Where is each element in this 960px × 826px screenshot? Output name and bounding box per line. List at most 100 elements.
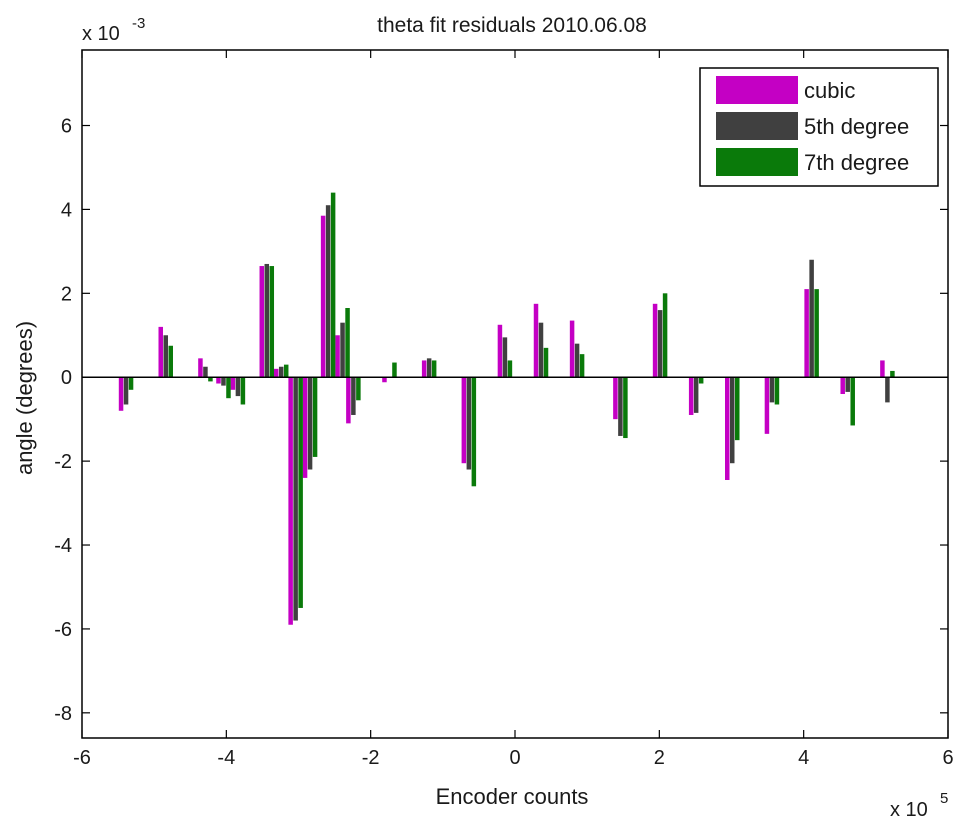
bar-7th-degree-17 (579, 354, 585, 378)
y-tick-label: -4 (54, 535, 72, 557)
x-ticks: -6 -4 -2 0 2 4 6 (73, 50, 954, 769)
bar-cubic-14 (461, 377, 467, 464)
bar-5th-degree-4 (235, 377, 241, 397)
bar-cubic-1 (158, 326, 163, 378)
y-tick-label: 2 (61, 283, 72, 305)
x-tick-label: 6 (942, 747, 953, 769)
bar-7th-degree-24 (850, 377, 855, 426)
y-tick-label: 6 (61, 116, 72, 138)
x-tick-label: 0 (509, 747, 520, 769)
bar-7th-degree-4 (240, 377, 246, 405)
bar-cubic-15 (497, 324, 503, 378)
bar-5th-degree-11 (351, 377, 356, 415)
bar-7th-degree-3 (226, 377, 231, 399)
x-tick-label: 4 (798, 747, 809, 769)
bar-5th-degree-19 (657, 310, 663, 378)
bar-cubic-4 (230, 377, 236, 390)
bar-7th-degree-6 (283, 364, 289, 378)
bar-5th-degree-10 (340, 322, 345, 378)
y-ticks: -8 -6 -4 -2 0 2 4 6 (54, 116, 948, 725)
bar-cubic-9 (320, 215, 326, 378)
bar-7th-degree-20 (698, 377, 704, 384)
bar-5th-degree-25 (885, 377, 890, 403)
bar-7th-degree-7 (298, 377, 303, 608)
y-tick-label: -6 (54, 619, 72, 641)
bar-7th-degree-2 (208, 377, 213, 382)
bar-5th-degree-0 (123, 377, 129, 405)
x-tick-label: 2 (654, 747, 665, 769)
bar-5th-degree-7 (293, 377, 298, 621)
bar-cubic-6 (273, 368, 279, 378)
bar-7th-degree-21 (735, 377, 740, 441)
bar-cubic-11 (346, 377, 351, 424)
bar-5th-degree-17 (574, 343, 580, 378)
bar-7th-degree-8 (312, 377, 318, 457)
bar-5th-degree-2 (203, 366, 208, 378)
bar-7th-degree-1 (168, 345, 173, 378)
bar-5th-degree-14 (466, 377, 472, 470)
bar-cubic-20 (688, 377, 694, 415)
bar-7th-degree-12 (392, 362, 397, 378)
y-tick-label: 4 (61, 199, 72, 221)
y-axis-label: angle (degrees) (12, 321, 37, 475)
x-tick-label: -2 (362, 747, 380, 769)
bar-cubic-24 (840, 377, 845, 394)
bar-cubic-8 (302, 377, 308, 478)
bar-cubic-7 (288, 377, 293, 625)
bar-cubic-3 (216, 377, 221, 384)
bar-5th-degree-6 (278, 366, 284, 378)
bar-5th-degree-9 (325, 205, 331, 378)
bar-7th-degree-0 (128, 377, 134, 390)
bar-5th-degree-23 (809, 259, 814, 378)
legend-label-cubic: cubic (804, 78, 855, 103)
legend-label-5th-degree: 5th degree (804, 114, 909, 139)
legend-swatch-cubic (716, 76, 798, 104)
bar-5th-degree-3 (221, 377, 226, 386)
bar-cubic-17 (569, 320, 575, 378)
bar-7th-degree-5 (269, 266, 275, 378)
bar-cubic-18 (613, 377, 618, 420)
bar-cubic-0 (118, 377, 124, 411)
bar-5th-degree-20 (693, 377, 699, 413)
bar-5th-degree-18 (618, 377, 623, 436)
bar-5th-degree-8 (307, 377, 313, 470)
bar-7th-degree-23 (814, 289, 819, 378)
y-tick-label: 0 (61, 367, 72, 389)
bar-5th-degree-1 (163, 335, 168, 378)
x-multiplier-exponent: 5 (940, 790, 948, 807)
x-axis-label: Encoder counts (436, 784, 589, 809)
bar-7th-degree-22 (774, 377, 780, 405)
bar-5th-degree-15 (502, 337, 508, 378)
bar-cubic-5 (259, 266, 265, 378)
y-multiplier: x 10 -3 (82, 15, 145, 45)
x-tick-label: -6 (73, 747, 91, 769)
bar-cubic-22 (764, 377, 770, 434)
bar-7th-degree-13 (431, 360, 437, 378)
bar-5th-degree-22 (769, 377, 775, 403)
bar-7th-degree-14 (471, 377, 477, 487)
x-multiplier: x 10 5 (890, 790, 948, 821)
bar-cubic-23 (804, 289, 809, 378)
bar-5th-degree-16 (538, 322, 544, 378)
y-tick-label: -8 (54, 703, 72, 725)
bar-7th-degree-9 (330, 192, 336, 378)
bar-cubic-21 (725, 377, 730, 480)
bar-5th-degree-21 (730, 377, 735, 464)
bar-cubic-13 (421, 360, 427, 378)
legend: cubic 5th degree 7th degree (699, 67, 939, 187)
bar-cubic-12 (382, 377, 387, 383)
bar-cubic-19 (652, 303, 658, 378)
bar-7th-degree-16 (543, 347, 549, 378)
bar-7th-degree-11 (356, 377, 361, 401)
bar-7th-degree-15 (507, 360, 513, 378)
bar-cubic-16 (533, 303, 539, 378)
legend-swatch-5th-degree (716, 112, 798, 140)
legend-swatch-7th-degree (716, 148, 798, 176)
bar-7th-degree-19 (662, 293, 668, 378)
bar-7th-degree-25 (890, 370, 895, 378)
legend-label-7th-degree: 7th degree (804, 150, 909, 175)
bar-5th-degree-24 (845, 377, 850, 392)
bar-cubic-2 (198, 358, 203, 378)
x-tick-label: -4 (217, 747, 235, 769)
